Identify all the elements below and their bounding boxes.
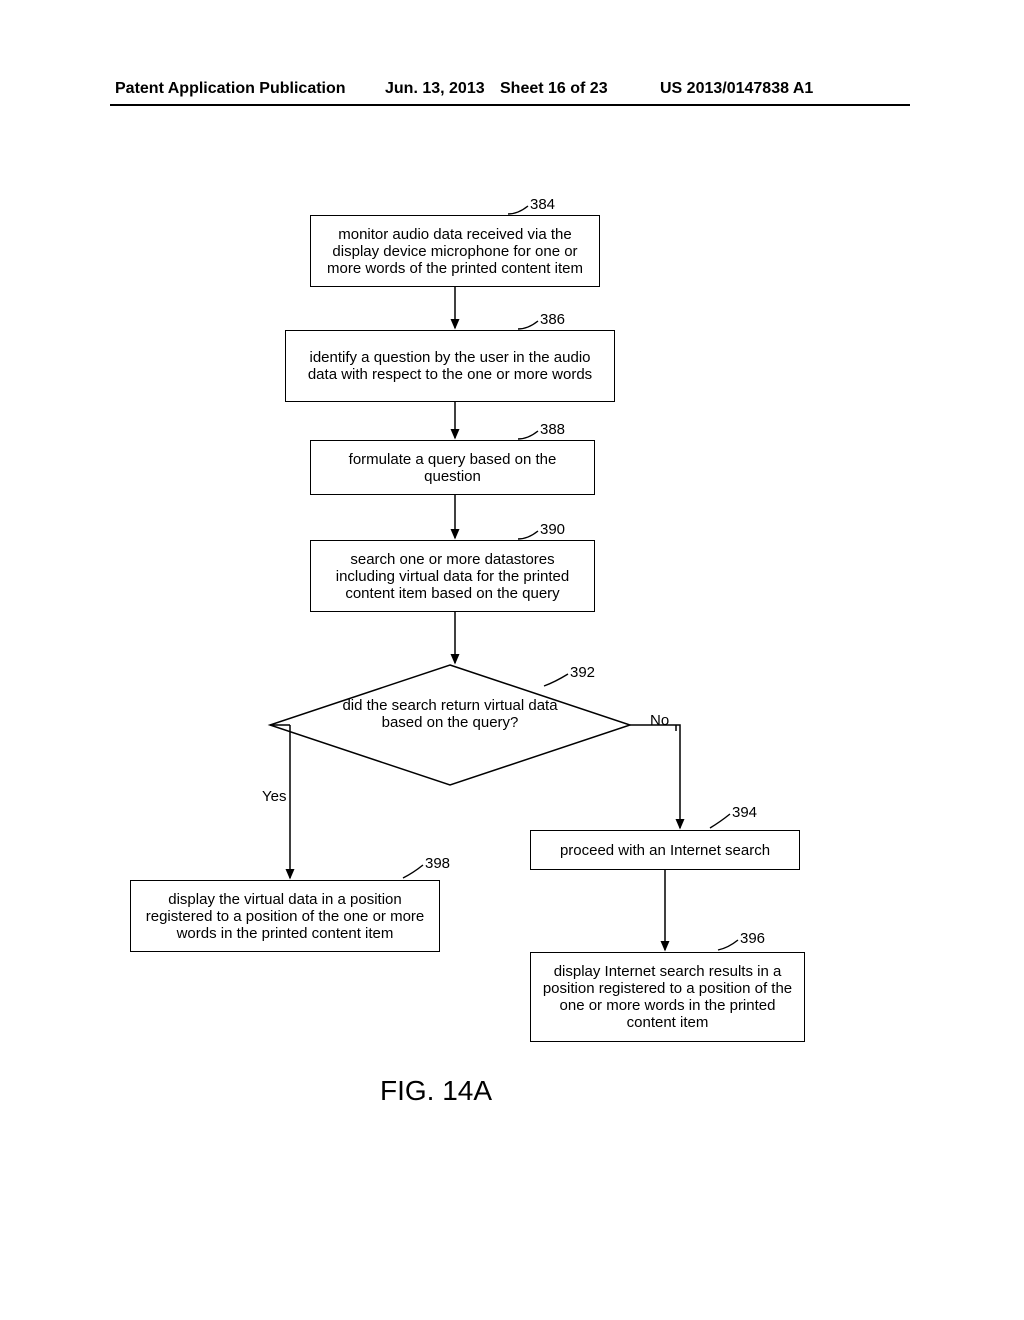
- flow-node-396: display Internet search results in a pos…: [530, 952, 805, 1042]
- flow-node-390-text: search one or more datastores including …: [321, 551, 584, 602]
- flow-node-386: identify a question by the user in the a…: [285, 330, 615, 402]
- flow-node-398-text: display the virtual data in a position r…: [141, 891, 429, 942]
- ref-392: 392: [570, 664, 595, 681]
- edge-label-yes: Yes: [262, 788, 286, 805]
- ref-390: 390: [540, 521, 565, 538]
- figure-title: FIG. 14A: [380, 1075, 492, 1107]
- header-divider: [110, 104, 910, 106]
- flow-node-388: formulate a query based on the question: [310, 440, 595, 495]
- flow-decision-392-text: did the search return virtual data based…: [340, 697, 560, 731]
- ref-386: 386: [540, 311, 565, 328]
- ref-398: 398: [425, 855, 450, 872]
- flow-node-386-text: identify a question by the user in the a…: [296, 349, 604, 383]
- header-sheet: Sheet 16 of 23: [500, 80, 608, 98]
- flow-decision-392-label: did the search return virtual data based…: [342, 697, 557, 731]
- flow-node-384-text: monitor audio data received via the disp…: [321, 226, 589, 277]
- flow-node-388-text: formulate a query based on the question: [321, 451, 584, 485]
- ref-396: 396: [740, 930, 765, 947]
- flow-node-390: search one or more datastores including …: [310, 540, 595, 612]
- flow-node-384: monitor audio data received via the disp…: [310, 215, 600, 287]
- flow-node-396-text: display Internet search results in a pos…: [541, 963, 794, 1031]
- ref-394: 394: [732, 804, 757, 821]
- header-publication: Patent Application Publication: [115, 80, 346, 98]
- ref-388: 388: [540, 421, 565, 438]
- flow-node-394-text: proceed with an Internet search: [560, 842, 770, 859]
- flow-node-398: display the virtual data in a position r…: [130, 880, 440, 952]
- header-pubnumber: US 2013/0147838 A1: [660, 80, 813, 98]
- ref-384: 384: [530, 196, 555, 213]
- flowchart-connectors: [0, 0, 1024, 1320]
- edge-label-no: No: [650, 712, 669, 729]
- header-date: Jun. 13, 2013: [385, 80, 485, 98]
- flow-node-394: proceed with an Internet search: [530, 830, 800, 870]
